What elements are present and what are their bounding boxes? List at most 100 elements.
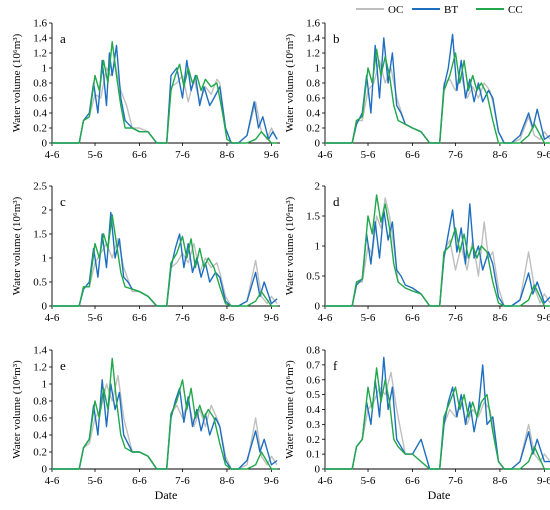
y-axis-label: Water volume (10⁶m³) <box>284 33 296 132</box>
series-line-cc <box>52 357 278 470</box>
x-axis-label: Date <box>155 488 178 502</box>
series-line-bt <box>325 356 550 470</box>
x-tick-label: 4-6 <box>45 475 60 487</box>
legend-label: CC <box>508 4 523 16</box>
x-tick-label: 5-6 <box>361 312 376 324</box>
panel-letter: d <box>333 194 340 209</box>
y-axis-label: Water volume (10⁶m³) <box>11 33 23 132</box>
x-tick-label: 5-6 <box>88 312 103 324</box>
panel-letter: a <box>60 31 66 46</box>
y-tick-label: 1.2 <box>306 48 320 60</box>
y-tick-label: 1.5 <box>306 211 320 223</box>
legend-label: BT <box>444 4 458 16</box>
x-tick-label: 4-6 <box>318 149 333 161</box>
series-line-cc <box>52 41 278 144</box>
series-line-bt <box>325 33 550 144</box>
y-axis-label: Water volume (10⁶m³) <box>284 360 296 459</box>
x-tick-label: 6-6 <box>405 475 420 487</box>
x-tick-label: 5-6 <box>88 475 103 487</box>
series-line-oc <box>325 197 550 307</box>
y-tick-label: 2 <box>42 205 48 217</box>
series-line-oc <box>325 371 550 470</box>
y-tick-label: 1.4 <box>33 33 47 45</box>
x-tick-label: 4-6 <box>45 312 60 324</box>
y-tick-label: 1.4 <box>306 33 320 45</box>
panel-letter: c <box>60 194 66 209</box>
x-axis-label: Date <box>428 488 451 502</box>
y-tick-label: 0.1 <box>306 449 320 461</box>
x-tick-label: 5-6 <box>88 149 103 161</box>
x-tick-label: 5-6 <box>361 475 376 487</box>
y-tick-label: 0.6 <box>33 413 47 425</box>
y-tick-label: 1 <box>315 241 321 253</box>
series-line-bt <box>52 44 278 144</box>
x-tick-label: 5-6 <box>361 149 376 161</box>
panel-b: 0 0.2 0.4 0.6 0.8 1 1.2 1.4 1.6 4-6 5-6 6-6 7-6 8-6 9-… <box>284 18 550 161</box>
x-tick-label: 9-6 <box>537 312 550 324</box>
x-tick-label: 9-6 <box>264 149 279 161</box>
x-tick-label: 7-6 <box>175 149 190 161</box>
y-tick-label: 0.6 <box>306 374 320 386</box>
series-line-oc <box>52 63 278 144</box>
x-tick-label: 7-6 <box>448 149 463 161</box>
x-tick-label: 8-6 <box>493 149 508 161</box>
x-tick-label: 6-6 <box>405 312 420 324</box>
legend-label: OC <box>388 4 403 16</box>
x-tick-label: 8-6 <box>220 149 235 161</box>
x-tick-label: 8-6 <box>220 475 235 487</box>
series-line-cc <box>325 367 550 470</box>
y-tick-label: 0 <box>315 138 321 150</box>
x-tick-label: 4-6 <box>45 149 60 161</box>
y-tick-label: 0.8 <box>33 78 47 90</box>
y-tick-label: 1 <box>315 63 321 75</box>
series-line-bt <box>325 203 550 307</box>
legend: OC BT CC <box>356 4 523 16</box>
y-axis-label: Water volume (10⁶m³) <box>11 196 23 295</box>
y-tick-label: 0 <box>42 464 48 476</box>
series-line-oc <box>52 374 278 470</box>
y-tick-label: 0.5 <box>33 277 47 289</box>
y-tick-label: 1 <box>42 253 48 265</box>
panel-a: 0 0.2 0.4 0.6 0.8 1 1.2 1.4 1.6 4-6 5-6 6-6 7-6 8-6 9-… <box>11 18 280 161</box>
series-line-cc <box>325 48 550 144</box>
y-tick-label: 1.5 <box>33 229 47 241</box>
x-tick-label: 8-6 <box>493 475 508 487</box>
y-tick-label: 0.8 <box>306 78 320 90</box>
y-axis-label: Water volume (10⁶m³) <box>11 360 23 459</box>
y-tick-label: 1 <box>42 379 48 391</box>
y-tick-label: 0.4 <box>306 108 320 120</box>
panel-e: 0 0.2 0.4 0.6 0.8 1 1.2 1.4 4-6 5-6 6-6 7-6 8-6 9-6 e W… <box>11 345 280 502</box>
y-tick-label: 0 <box>42 138 48 150</box>
x-tick-label: 7-6 <box>175 312 190 324</box>
x-tick-label: 8-6 <box>493 312 508 324</box>
y-tick-label: 0 <box>315 464 321 476</box>
x-tick-label: 8-6 <box>220 312 235 324</box>
y-tick-label: 0.4 <box>33 430 47 442</box>
panel-letter: b <box>333 31 340 46</box>
y-tick-label: 1.6 <box>33 18 47 30</box>
series-line-cc <box>325 194 550 307</box>
x-tick-label: 6-6 <box>405 149 420 161</box>
y-tick-label: 0.8 <box>33 396 47 408</box>
x-tick-label: 6-6 <box>132 149 147 161</box>
y-tick-label: 1.4 <box>33 345 47 357</box>
y-tick-label: 0 <box>42 301 48 313</box>
panel-c: 0 0.5 1 1.5 2 2.5 4-6 5-6 6-6 7-6 8-6 9-6 c Water vol… <box>11 181 280 324</box>
x-tick-label: 4-6 <box>318 312 333 324</box>
x-tick-label: 9-6 <box>537 149 550 161</box>
x-tick-label: 7-6 <box>448 312 463 324</box>
y-tick-label: 0.4 <box>306 404 320 416</box>
x-tick-label: 4-6 <box>318 475 333 487</box>
x-tick-label: 6-6 <box>132 475 147 487</box>
y-tick-label: 1.2 <box>33 362 47 374</box>
y-tick-label: 0.2 <box>33 123 47 135</box>
x-tick-label: 7-6 <box>175 475 190 487</box>
series-line-cc <box>52 214 278 307</box>
y-tick-label: 0 <box>315 301 321 313</box>
x-tick-label: 9-6 <box>264 312 279 324</box>
series-line-oc <box>325 59 550 144</box>
y-axis-label: Water volume (10⁶m³) <box>284 196 296 295</box>
panel-f: 0 0.1 0.2 0.3 0.4 0.5 0.6 0.7 0.8 4-6 5-6 6-6 7-6 8-6… <box>284 345 550 502</box>
